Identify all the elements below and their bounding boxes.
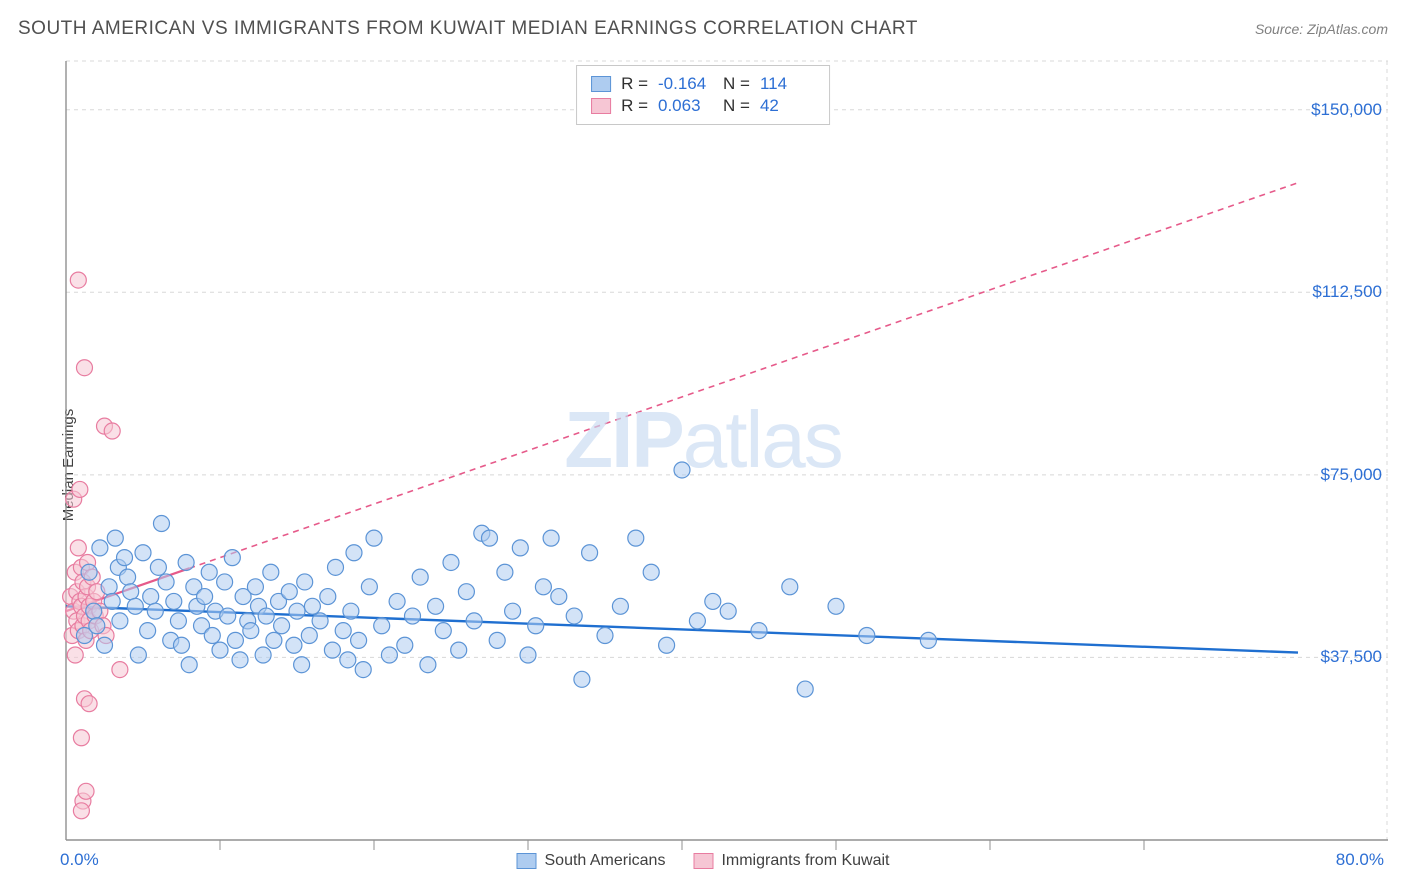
- chart-source: Source: ZipAtlas.com: [1255, 21, 1388, 37]
- legend-label: South Americans: [545, 852, 666, 870]
- legend-label: Immigrants from Kuwait: [721, 852, 889, 870]
- scatter-plot: [56, 55, 1388, 874]
- stats-row: R = 0.063 N = 42: [591, 96, 815, 116]
- correlation-stats-box: R = -0.164 N = 114 R = 0.063 N = 42: [576, 65, 830, 125]
- stat-n-value: 42: [760, 96, 815, 116]
- stat-r-label: R =: [621, 96, 648, 116]
- chart-header: SOUTH AMERICAN VS IMMIGRANTS FROM KUWAIT…: [18, 18, 1388, 40]
- stat-r-label: R =: [621, 74, 648, 94]
- legend-item: South Americans: [517, 852, 666, 870]
- legend: South Americans Immigrants from Kuwait: [517, 852, 890, 870]
- stat-n-label: N =: [723, 96, 750, 116]
- stat-r-value: 0.063: [658, 96, 713, 116]
- x-axis-min-label: 0.0%: [60, 850, 99, 870]
- x-axis-max-label: 80.0%: [1336, 850, 1384, 870]
- y-tick-label: $150,000: [1311, 100, 1382, 120]
- chart-area: Median Earnings ZIPatlas R =-0.164N =114…: [18, 55, 1388, 874]
- stat-r-value: -0.164: [658, 74, 713, 94]
- series-swatch: [591, 98, 611, 114]
- y-tick-label: $112,500: [1312, 282, 1382, 302]
- stats-row: R = -0.164 N = 114: [591, 74, 815, 94]
- legend-item: Immigrants from Kuwait: [693, 852, 889, 870]
- legend-swatch: [693, 853, 713, 869]
- stat-n-label: N =: [723, 74, 750, 94]
- legend-swatch: [517, 853, 537, 869]
- y-tick-label: $75,000: [1321, 465, 1382, 485]
- y-tick-label: $37,500: [1321, 647, 1382, 667]
- series-swatch: [591, 76, 611, 92]
- chart-title: SOUTH AMERICAN VS IMMIGRANTS FROM KUWAIT…: [18, 18, 918, 40]
- stat-n-value: 114: [760, 74, 815, 94]
